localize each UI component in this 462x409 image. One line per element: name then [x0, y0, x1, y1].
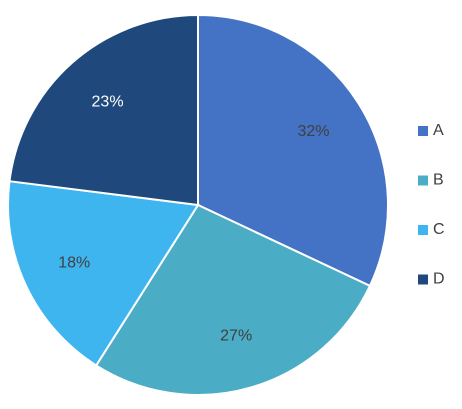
- legend-label: B: [433, 172, 444, 189]
- legend-swatch: [418, 274, 428, 285]
- pie-slice: [8, 13, 199, 207]
- data-label: 18%: [58, 254, 90, 271]
- pie-slice: [7, 180, 200, 367]
- pie-slice: [197, 13, 389, 288]
- legend-swatch: [418, 225, 428, 235]
- legend-swatch: [418, 175, 428, 186]
- legend-label: C: [433, 221, 445, 238]
- legend-label: D: [433, 271, 445, 288]
- data-label: 32%: [297, 123, 329, 140]
- legend-label: A: [433, 122, 444, 139]
- data-label: 27%: [220, 328, 252, 345]
- data-label: 23%: [92, 94, 124, 111]
- legend-swatch: [418, 126, 428, 136]
- pie-slice: [94, 203, 372, 396]
